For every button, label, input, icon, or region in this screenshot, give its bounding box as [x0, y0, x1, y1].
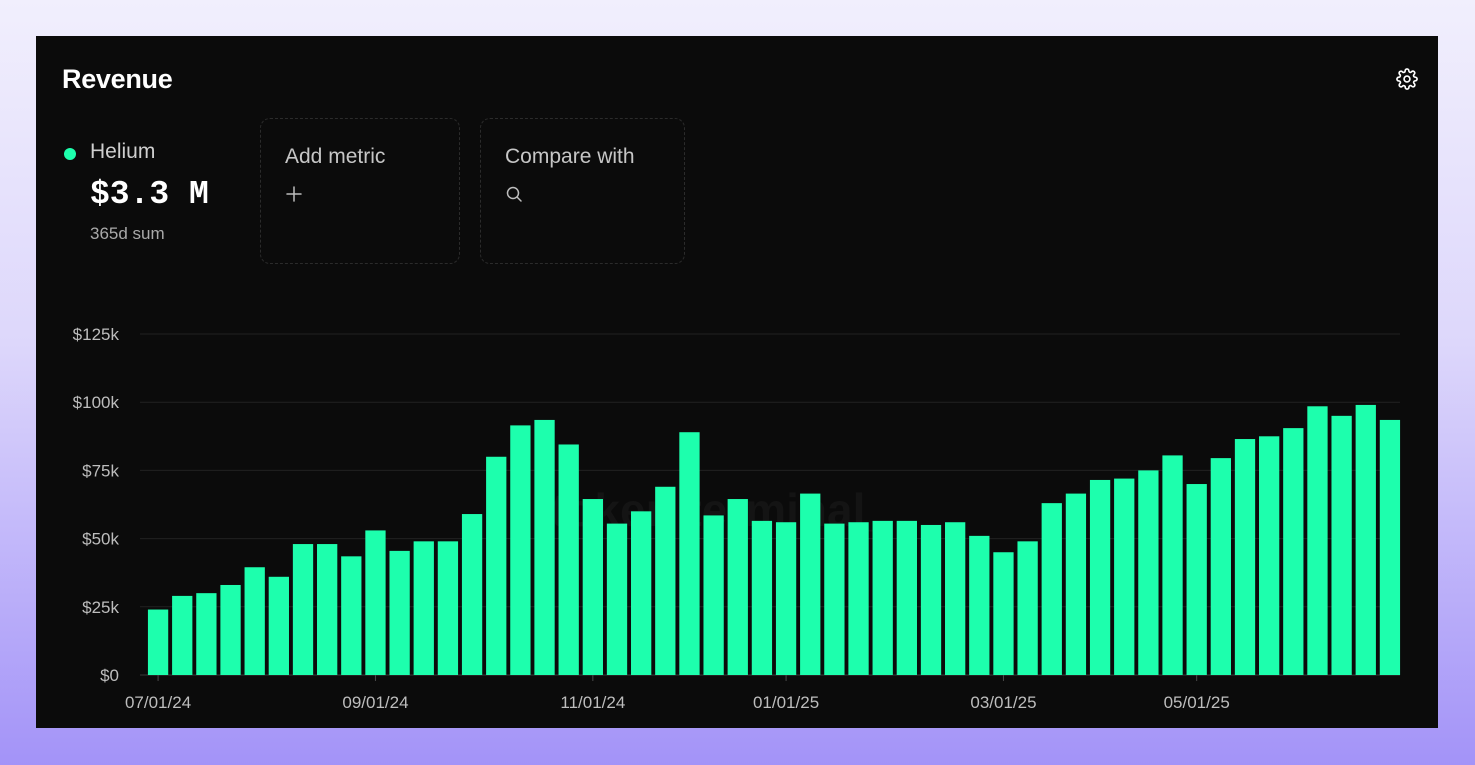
y-tick-label: $75k [82, 461, 119, 480]
metric-period: 365d sum [90, 224, 165, 243]
bar[interactable] [582, 499, 603, 675]
series-color-dot [64, 148, 76, 160]
bar[interactable] [1283, 428, 1304, 675]
metric-value: $3.3 M [90, 176, 209, 213]
bar[interactable] [1379, 419, 1401, 675]
bar[interactable] [727, 499, 748, 675]
bar[interactable] [461, 514, 483, 675]
bar[interactable] [606, 523, 628, 675]
bar[interactable] [437, 541, 459, 675]
bar[interactable] [945, 522, 966, 675]
compare-with-button[interactable]: Compare with [480, 118, 685, 264]
bar[interactable] [365, 530, 386, 675]
x-tick-label: 11/01/24 [560, 693, 625, 712]
bar[interactable] [341, 556, 362, 675]
bar[interactable] [1138, 470, 1159, 675]
bar[interactable] [1210, 458, 1231, 675]
bar[interactable] [1114, 478, 1135, 675]
y-tick-label: $125k [73, 325, 120, 344]
y-tick-label: $50k [82, 530, 119, 549]
search-icon [505, 185, 525, 205]
bar[interactable] [510, 425, 531, 675]
bar[interactable] [1331, 415, 1352, 675]
revenue-bar-chart: token terminal_ $0$25k$50k$75k$100k$125k… [73, 325, 1401, 712]
bar[interactable] [775, 522, 797, 675]
bar[interactable] [1041, 503, 1062, 675]
bar[interactable] [1186, 484, 1207, 675]
bar[interactable] [317, 544, 338, 675]
gear-icon[interactable] [1396, 68, 1418, 90]
bar[interactable] [172, 595, 193, 675]
plus-icon [285, 185, 305, 205]
bar[interactable] [751, 520, 773, 675]
bar[interactable] [993, 552, 1014, 675]
bar[interactable] [920, 524, 942, 675]
bar[interactable] [872, 520, 893, 675]
y-tick-label: $0 [100, 666, 119, 685]
bar[interactable] [631, 511, 652, 675]
add-metric-button[interactable]: Add metric [260, 118, 460, 264]
revenue-card: Revenue Helium $3.3 M 365d sum Add metri… [36, 36, 1438, 728]
add-metric-label: Add metric [285, 145, 386, 168]
bar[interactable] [220, 584, 241, 675]
x-tick-label: 05/01/25 [1164, 693, 1230, 712]
bar[interactable] [558, 444, 579, 675]
bar[interactable] [703, 515, 724, 675]
compare-with-label: Compare with [505, 145, 635, 168]
bar[interactable] [1065, 493, 1087, 675]
bar[interactable] [534, 419, 555, 675]
bar[interactable] [268, 576, 289, 675]
bar[interactable] [824, 523, 845, 675]
bar[interactable] [679, 432, 700, 675]
bar[interactable] [1307, 406, 1328, 675]
bar[interactable] [1162, 455, 1183, 675]
y-tick-label: $25k [82, 598, 119, 617]
x-tick-label: 03/01/25 [970, 693, 1036, 712]
bar[interactable] [389, 550, 410, 675]
bar[interactable] [655, 486, 676, 675]
bar[interactable] [196, 593, 217, 675]
bar[interactable] [848, 522, 869, 675]
bar[interactable] [1234, 439, 1256, 675]
x-tick-label: 09/01/24 [342, 693, 408, 712]
bar[interactable] [292, 544, 314, 675]
y-tick-label: $100k [73, 393, 120, 412]
metric-name: Helium [90, 140, 156, 163]
bar[interactable] [1089, 479, 1111, 675]
bar[interactable] [413, 541, 434, 675]
bar[interactable] [244, 567, 265, 675]
bar[interactable] [896, 520, 917, 675]
bar[interactable] [800, 493, 821, 675]
bar[interactable] [1259, 436, 1280, 675]
bar[interactable] [969, 535, 990, 675]
bar[interactable] [1355, 404, 1376, 675]
x-tick-label: 07/01/24 [125, 693, 191, 712]
x-tick-label: 01/01/25 [753, 693, 819, 712]
card-title: Revenue [62, 64, 173, 94]
bar[interactable] [1017, 541, 1038, 675]
bar[interactable] [486, 456, 507, 675]
bar[interactable] [147, 609, 169, 675]
